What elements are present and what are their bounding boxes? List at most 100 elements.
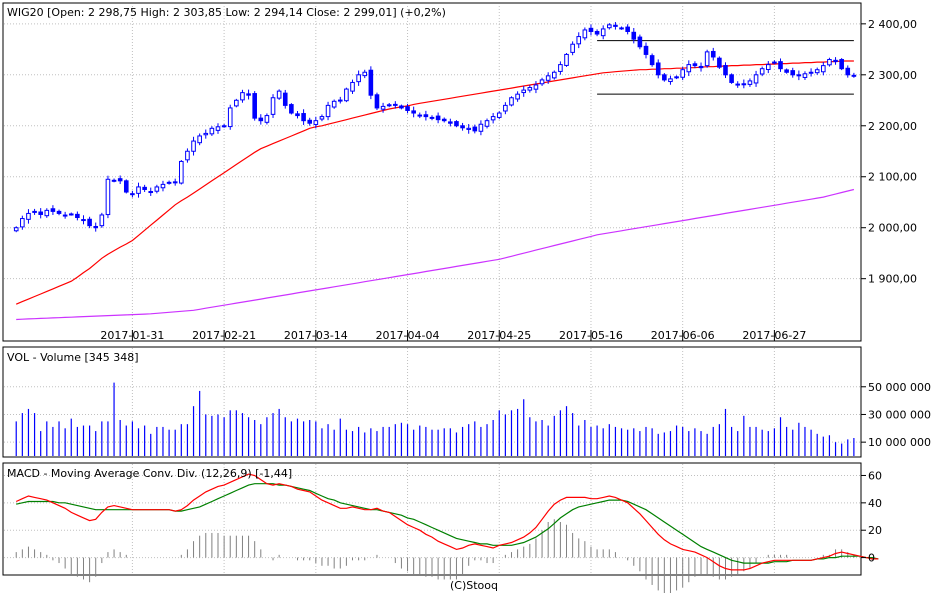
candle-body [741,83,747,86]
price-x-tick-label: 2017-03-14 [284,329,348,342]
candle-body [551,71,557,79]
candle-body [117,178,123,182]
candle-body [765,64,771,71]
price-x-tick-label: 2017-01-31 [100,329,164,342]
candle-body [81,219,86,222]
candle-body [576,36,582,45]
candle-body [845,67,851,76]
candle-body [185,150,190,161]
candle-body [631,31,637,40]
candle-body [472,126,478,132]
ma-short-layer [15,60,854,305]
candle-body [221,125,227,128]
candle-body [662,74,667,81]
candle-body [209,127,215,135]
candle-body [545,75,551,81]
candle-body [105,178,111,216]
candle-body [295,113,300,117]
macd-grid [4,464,860,574]
candle-body [405,106,410,111]
candle-body [637,36,643,48]
candle-body [710,50,716,58]
candle-body [154,186,160,192]
candle-body [374,94,380,109]
candle-body [558,64,563,72]
price-panel-frame [2,2,862,342]
candle-body [582,29,588,39]
candle-body [234,99,239,107]
candles-layer [13,22,857,233]
candle-body [56,210,62,214]
price-y-tick-label: 2 200,00 [868,120,917,133]
candle-body [478,123,484,132]
candle-body [13,227,19,232]
candle-body [521,89,527,94]
candle-body [68,213,74,216]
volume-y-tick-label: 50 000 000 [868,381,931,394]
candle-body [319,116,325,120]
candle-body [796,74,802,77]
candle-body [570,43,575,53]
candle-body [368,69,374,96]
macd-y-tick-label: 60 [868,469,882,482]
candle-body [490,116,496,121]
candle-body [423,114,429,118]
candle-body [533,84,539,90]
candle-body [399,105,404,109]
price-y-tick-label: 2 300,00 [868,69,917,82]
candle-body [203,132,209,136]
candle-body [50,208,56,212]
candle-body [668,78,673,83]
price-y-tick-label: 1 900,00 [868,273,917,286]
candle-body [325,104,331,118]
candle-body [350,81,355,92]
candle-body [111,179,117,182]
candle-body [717,57,722,68]
candle-body [827,59,832,66]
candle-body [808,71,814,74]
candle-body [179,160,184,184]
candle-body [215,126,221,131]
candle-body [313,120,319,125]
candle-body [778,61,783,70]
candle-body [429,116,435,119]
candle-body [619,27,624,30]
candle-body [674,76,679,79]
candle-body [136,186,141,194]
candle-body [594,30,600,35]
candle-body [692,63,698,67]
candle-body [160,183,166,189]
candle-body [704,51,710,67]
candle-body [698,65,704,69]
candle-body [802,73,808,78]
candle-body [252,93,257,119]
credit-label: (C)Stooq [449,579,498,592]
ma-short-line [15,60,854,305]
price-x-tick-label: 2017-04-25 [467,329,531,342]
candle-body [564,53,569,66]
volume-y-tick-label: 30 000 000 [868,408,931,421]
price-x-tick-label: 2017-06-27 [742,329,806,342]
candle-body [527,87,533,91]
candle-body [337,99,343,102]
candle-body [130,193,135,196]
candle-body [607,24,612,29]
candle-body [735,83,741,86]
candle-body [723,65,728,76]
candle-body [75,213,80,219]
candle-body [289,104,294,114]
candle-body [454,121,459,127]
candle-body [93,225,99,229]
candle-body [613,24,618,27]
candle-body [380,105,386,110]
candle-body [44,209,50,217]
ma-long-layer [16,188,855,321]
volume-y-tick-label: 10 000 000 [868,436,931,449]
candle-body [509,97,514,106]
candle-body [258,117,264,122]
macd-y-tick-label: 20 [868,524,882,537]
candle-body [729,74,734,83]
candle-body [435,115,441,121]
candle-body [466,127,471,130]
